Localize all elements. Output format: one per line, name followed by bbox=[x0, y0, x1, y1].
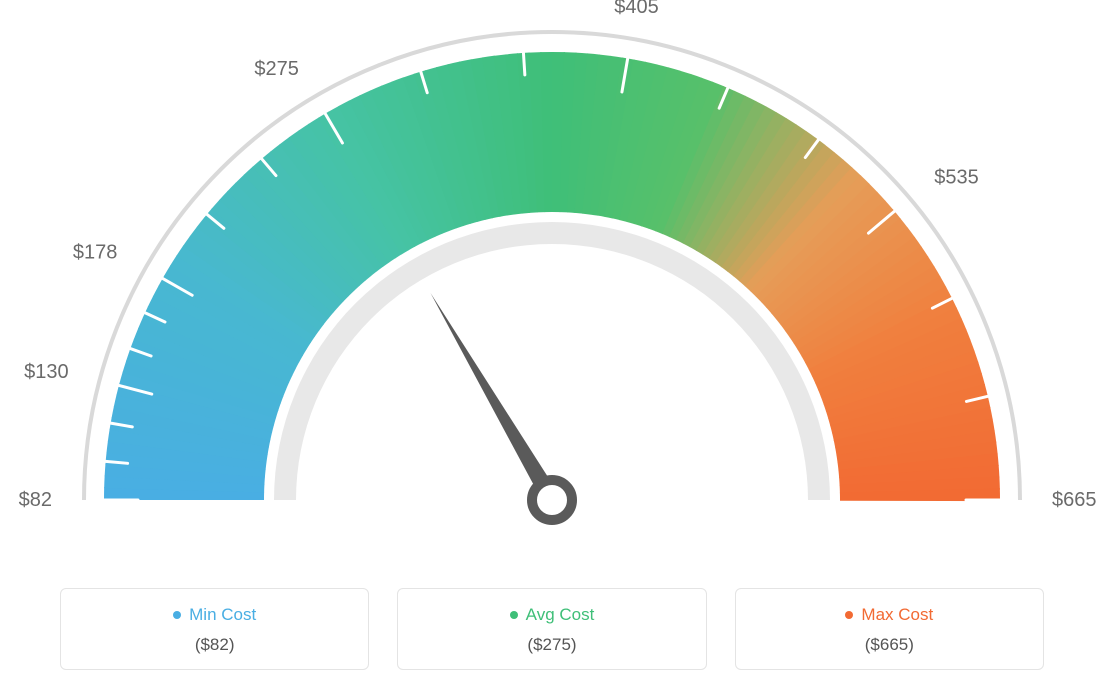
legend-label: Avg Cost bbox=[526, 605, 595, 625]
legend-dot bbox=[510, 611, 518, 619]
gauge-svg: $82 $130 $178 $275 $405 $535 $665 bbox=[0, 0, 1104, 560]
legend-dot bbox=[845, 611, 853, 619]
gauge-tick-label: $275 bbox=[254, 58, 299, 80]
gauge-tick-label: $405 bbox=[614, 0, 659, 18]
legend-label: Max Cost bbox=[861, 605, 933, 625]
legend-label: Min Cost bbox=[189, 605, 256, 625]
legend-dot bbox=[173, 611, 181, 619]
legend-title: Avg Cost bbox=[510, 605, 595, 625]
legend-row: Min Cost ($82) Avg Cost ($275) Max Cost ($665… bbox=[0, 588, 1104, 670]
gauge-tick-label: $535 bbox=[934, 167, 979, 189]
gauge-container: $82 $130 $178 $275 $405 $535 $665 bbox=[0, 0, 1104, 560]
gauge-needle-hub bbox=[532, 480, 572, 520]
legend-card-avg: Avg Cost ($275) bbox=[397, 588, 706, 670]
legend-value: ($275) bbox=[408, 635, 695, 655]
gauge-tick-label: $82 bbox=[19, 489, 52, 511]
legend-title: Max Cost bbox=[845, 605, 933, 625]
legend-card-max: Max Cost ($665) bbox=[735, 588, 1044, 670]
gauge-tick-label: $665 bbox=[1052, 489, 1097, 511]
legend-card-min: Min Cost ($82) bbox=[60, 588, 369, 670]
gauge-tick-label: $178 bbox=[73, 242, 118, 264]
gauge-color-arc bbox=[104, 52, 1000, 501]
legend-title: Min Cost bbox=[173, 605, 256, 625]
gauge-tick-label: $130 bbox=[24, 361, 69, 383]
legend-value: ($82) bbox=[71, 635, 358, 655]
gauge-needle bbox=[431, 293, 560, 505]
legend-value: ($665) bbox=[746, 635, 1033, 655]
